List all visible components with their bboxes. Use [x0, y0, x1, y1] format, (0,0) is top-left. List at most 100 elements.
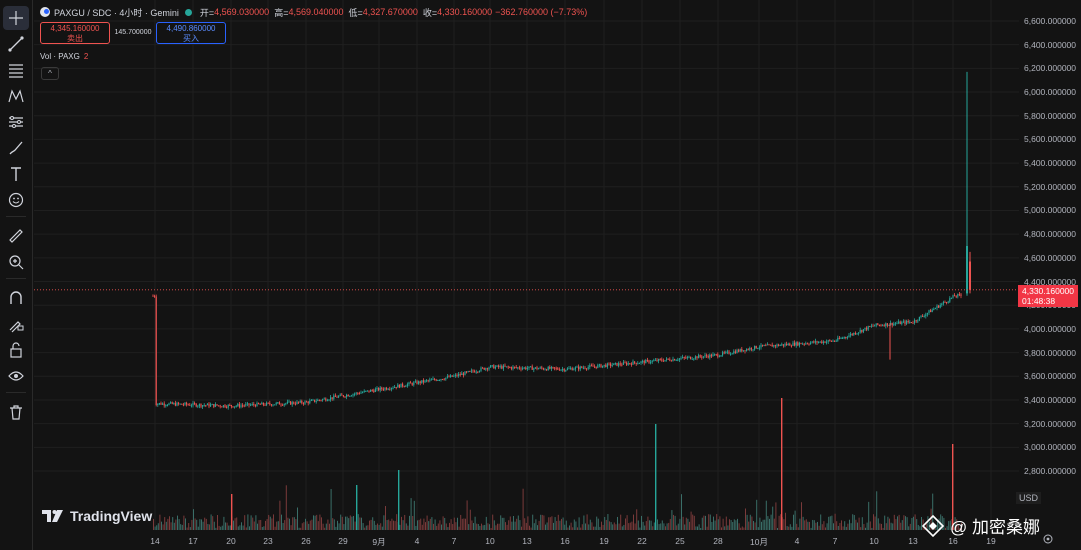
- volume-bar: [805, 519, 807, 530]
- volume-bar: [197, 526, 199, 530]
- volume-bar: [202, 521, 204, 530]
- currency-label[interactable]: USD: [1016, 492, 1042, 504]
- candle-body: [838, 337, 840, 339]
- volume-bar: [644, 525, 646, 530]
- candle-body: [246, 403, 248, 405]
- volume-bar: [663, 523, 665, 530]
- volume-bar: [273, 514, 274, 530]
- volume-bar: [553, 522, 554, 530]
- candle-body: [325, 398, 327, 401]
- candle-body: [157, 403, 159, 406]
- price-chart[interactable]: [34, 0, 1081, 550]
- brush-icon[interactable]: [3, 136, 29, 160]
- candle-body: [866, 327, 868, 330]
- text-icon[interactable]: [3, 162, 29, 186]
- volume-bar: [618, 523, 620, 530]
- volume-bar: [485, 516, 487, 530]
- volume-bar: [429, 518, 431, 530]
- candle-body: [158, 403, 160, 405]
- volume-spike-bar: [231, 494, 233, 530]
- volume-bar: [209, 524, 210, 530]
- candle-body: [315, 401, 317, 403]
- volume-bar: [154, 526, 156, 530]
- volume-bar: [325, 523, 327, 530]
- zoom-in-icon[interactable]: [3, 250, 29, 274]
- candle-body: [408, 382, 410, 385]
- volume-bar: [265, 520, 266, 530]
- candle-body: [499, 366, 501, 368]
- volume-legend[interactable]: Vol · PAXG 2: [40, 52, 88, 61]
- eye-icon[interactable]: [3, 364, 29, 388]
- volume-bar: [797, 527, 799, 530]
- settings-icon[interactable]: [1042, 533, 1054, 545]
- magnet-icon[interactable]: [3, 286, 29, 310]
- chart-pane[interactable]: [34, 0, 1081, 550]
- candle-body: [682, 357, 684, 359]
- fib-retracement-icon[interactable]: [3, 58, 29, 82]
- trendline-icon[interactable]: [3, 32, 29, 56]
- volume-bar: [274, 526, 276, 530]
- candle-body: [290, 401, 292, 405]
- emoji-icon[interactable]: [3, 188, 29, 212]
- candle-body: [712, 354, 714, 357]
- candle-body: [672, 359, 674, 362]
- volume-bar: [324, 527, 326, 530]
- volume-bar: [775, 502, 777, 530]
- volume-bar: [637, 520, 639, 530]
- candle-body: [517, 367, 519, 369]
- toolbar-divider: [6, 216, 26, 217]
- volume-bar: [770, 514, 772, 530]
- volume-bar: [548, 517, 550, 530]
- buy-button[interactable]: 4,490.860000 买入: [156, 22, 226, 44]
- collapse-legend-button[interactable]: ^: [41, 67, 59, 80]
- candle-body: [278, 402, 280, 405]
- volume-bar: [402, 520, 404, 530]
- volume-bar: [175, 519, 177, 530]
- symbol-title[interactable]: PAXGU / SDC · 4小时 · Gemini: [54, 7, 179, 18]
- candle-body: [875, 323, 877, 326]
- volume-bar: [924, 527, 926, 530]
- candle-body: [539, 367, 541, 369]
- sell-button[interactable]: 4,345.160000 卖出: [40, 22, 110, 44]
- lock-icon[interactable]: [3, 338, 29, 362]
- trash-icon[interactable]: [3, 400, 29, 424]
- ruler-icon[interactable]: [3, 224, 29, 248]
- price-axis-label: 5,400.000000: [1024, 158, 1076, 169]
- tradingview-logo[interactable]: TradingView: [42, 508, 152, 524]
- volume-bar: [941, 516, 943, 530]
- volume-bar: [741, 526, 743, 530]
- candle-body: [603, 364, 605, 366]
- volume-bar: [431, 517, 433, 530]
- volume-bar: [361, 517, 362, 530]
- candle-body: [730, 353, 732, 355]
- volume-bar: [247, 514, 249, 530]
- volume-bar: [826, 523, 828, 530]
- candle-body: [459, 374, 461, 376]
- crosshair-icon[interactable]: [3, 6, 29, 30]
- candle-body: [378, 387, 380, 391]
- candle-body: [301, 400, 303, 404]
- volume-bar: [279, 500, 281, 530]
- lock-drawing-icon[interactable]: [3, 312, 29, 336]
- candle-body: [214, 404, 216, 407]
- candle-body: [610, 363, 612, 366]
- candle-body: [438, 379, 440, 381]
- volume-bar: [319, 514, 321, 530]
- candle-body: [336, 396, 338, 398]
- volume-bar: [813, 520, 815, 530]
- candle-body: [274, 404, 276, 406]
- pattern-icon[interactable]: [3, 84, 29, 108]
- volume-bar: [780, 514, 782, 530]
- candle-body: [291, 402, 293, 405]
- candle-body: [403, 386, 405, 388]
- candle-body: [341, 394, 343, 396]
- volume-bar: [178, 519, 180, 530]
- candle-body: [320, 400, 322, 402]
- volume-bar: [445, 523, 447, 530]
- time-axis-label: 16: [948, 536, 958, 546]
- prediction-icon[interactable]: [3, 110, 29, 134]
- volume-bar: [474, 516, 476, 530]
- time-axis-label: 16: [560, 536, 570, 546]
- candle-body: [818, 342, 820, 344]
- volume-bar: [879, 523, 881, 530]
